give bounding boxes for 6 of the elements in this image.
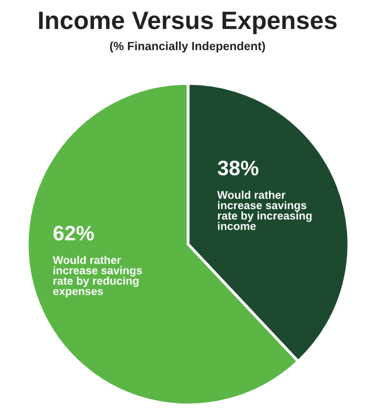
data-label: 62%: [54, 226, 94, 241]
slice-label: Would rather increase savings rate by reducing expenses: [52, 256, 142, 298]
data-label: 38%: [218, 160, 258, 176]
slice-label: Would rather increase savings rate by increasing income: [217, 190, 312, 230]
chart-title: Income Versus Expenses: [39, 12, 337, 34]
chart-subtitle: (% Financially Independent): [110, 42, 265, 53]
